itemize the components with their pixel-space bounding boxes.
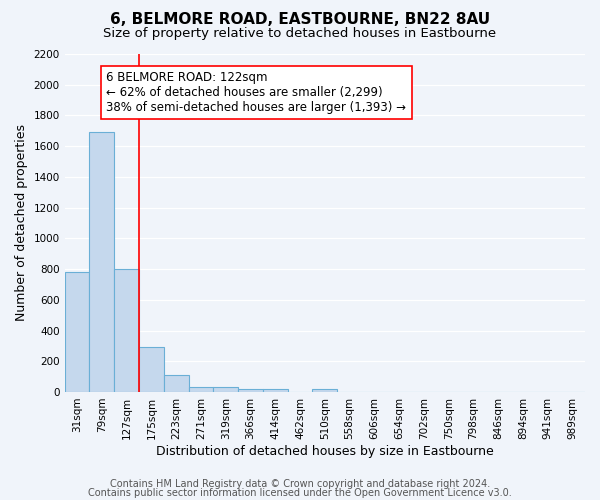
Text: Contains public sector information licensed under the Open Government Licence v3: Contains public sector information licen… [88, 488, 512, 498]
Bar [65, 272, 89, 392]
Bar [263, 389, 287, 392]
Bar [313, 389, 337, 392]
Bar [214, 386, 238, 392]
Bar [139, 346, 164, 392]
Text: 6 BELMORE ROAD: 122sqm
← 62% of detached houses are smaller (2,299)
38% of semi-: 6 BELMORE ROAD: 122sqm ← 62% of detached… [106, 71, 406, 114]
Bar [238, 389, 263, 392]
Bar [89, 132, 114, 392]
X-axis label: Distribution of detached houses by size in Eastbourne: Distribution of detached houses by size … [156, 444, 494, 458]
Bar [114, 269, 139, 392]
Bar [164, 375, 188, 392]
Text: 6, BELMORE ROAD, EASTBOURNE, BN22 8AU: 6, BELMORE ROAD, EASTBOURNE, BN22 8AU [110, 12, 490, 28]
Y-axis label: Number of detached properties: Number of detached properties [15, 124, 28, 322]
Text: Contains HM Land Registry data © Crown copyright and database right 2024.: Contains HM Land Registry data © Crown c… [110, 479, 490, 489]
Text: Size of property relative to detached houses in Eastbourne: Size of property relative to detached ho… [103, 28, 497, 40]
Bar [188, 386, 214, 392]
